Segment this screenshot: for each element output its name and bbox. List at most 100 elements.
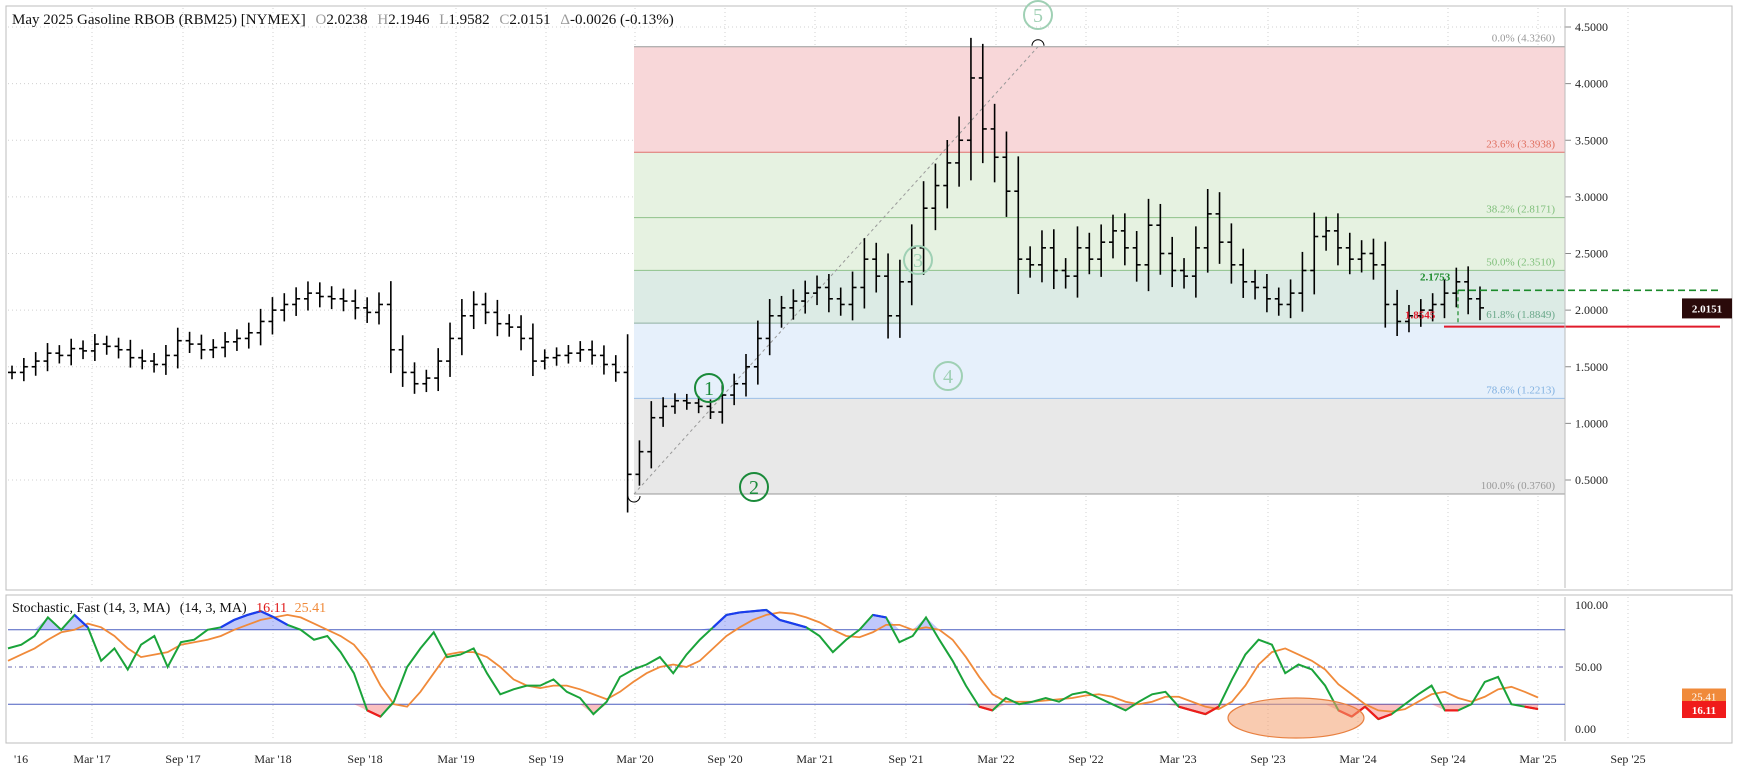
x-tick-label: Mar '24: [1339, 752, 1376, 766]
stochastic-extreme-segment: [872, 613, 887, 619]
ohlc-bar: [1203, 189, 1212, 273]
fib-zone: [634, 152, 1565, 218]
ohlc-bar: [292, 287, 301, 316]
change-value: -0.0026 (-0.13%): [570, 12, 674, 28]
ohlc-bar: [1476, 286, 1484, 321]
stochastic-extreme-segment: [726, 611, 740, 617]
wave-count-label: 4: [943, 366, 953, 388]
low-label: L: [439, 12, 448, 28]
slow-value-label: 25.41: [1692, 691, 1717, 703]
ohlc-bar: [848, 271, 857, 321]
ohlc-bar: [1026, 246, 1035, 278]
wave-count-circle: [739, 472, 769, 502]
ohlc-bar: [90, 334, 99, 361]
fib-level-label: 38.2% (2.8171): [1486, 204, 1555, 216]
ohlc-bar: [150, 353, 159, 373]
ohlc-bar: [1037, 230, 1046, 283]
y-tick-label: 3.0000: [1575, 190, 1608, 204]
slow-value-tag: [1682, 688, 1726, 705]
stochastic-extreme-segment: [765, 609, 781, 621]
stochastic-extreme-segment: [273, 616, 288, 626]
wave-count-circle: [694, 373, 724, 403]
stochastic-extreme-segment: [1204, 705, 1220, 716]
x-tick-label: '16: [14, 752, 28, 766]
ohlc-bar: [410, 362, 419, 394]
ohlc-bar: [55, 345, 64, 364]
stochastic-extreme-segment: [792, 622, 807, 629]
wave-count-label: 2: [749, 477, 759, 499]
ohlc-bar: [1310, 212, 1319, 295]
ohlc-bar: [161, 345, 170, 375]
ohlc-bar: [895, 259, 904, 338]
ohlc-bar: [1085, 232, 1094, 275]
x-tick-label: Mar '17: [73, 752, 110, 766]
price-axis: 4.5000 4.0000 3.5000 3.0000 2.5000 2.0000 1.50…: [1564, 8, 1608, 741]
ohlc-bar: [836, 287, 845, 316]
ohlc-bar: [434, 348, 443, 392]
ohlc-bar: [990, 103, 999, 183]
ohlc-bar: [102, 335, 111, 355]
ohlc-bar: [694, 396, 703, 414]
stochastic-tick-label: 50.00: [1575, 660, 1602, 674]
stochastic-plot: 100.00 50.00 0.00 25.41 16.11: [7, 598, 1726, 739]
ohlc-bar: [552, 347, 561, 366]
stochastic-extreme-segment: [779, 618, 794, 625]
symbol-title: May 2025 Gasoline RBOB (RBM25) [NYMEX]: [12, 12, 306, 28]
ohlc-bar: [564, 345, 573, 364]
fib-level-label: 78.6% (1.2213): [1486, 384, 1555, 396]
ohlc-bar: [588, 340, 597, 365]
ohlc-bar: [1191, 226, 1200, 298]
ohlc-bar: [789, 289, 798, 320]
ohlc-bar: [576, 341, 585, 362]
high-value: 2.1946: [388, 12, 430, 28]
stochastic-extreme-segment: [260, 610, 275, 619]
ohlc-bar: [753, 320, 762, 385]
y-tick-label: 0.5000: [1575, 473, 1608, 487]
ohlc-bar: [966, 37, 975, 181]
ohlc-bar: [19, 357, 28, 382]
stochastic-extreme-segment: [220, 618, 235, 629]
ohlc-bar: [528, 323, 537, 377]
ohlc-bar: [635, 440, 644, 486]
last-price-tag: [1682, 298, 1732, 319]
ohlc-bar: [1144, 198, 1153, 292]
ohlc-bar: [1369, 238, 1378, 280]
stochastic-extreme-segment: [712, 614, 728, 629]
stochastic-extreme-segment: [1524, 705, 1539, 711]
stochastic-extreme-segment: [247, 610, 262, 616]
ohlc-bar: [280, 293, 289, 322]
close-label: C: [499, 12, 509, 28]
stochastic-extreme-segment: [1364, 705, 1380, 720]
x-tick-label: Mar '18: [254, 752, 291, 766]
y-tick-label: 4.5000: [1575, 20, 1608, 34]
ohlc-bar: [955, 116, 964, 187]
ohlc-bar: [1168, 236, 1177, 288]
ohlc-bar: [540, 349, 549, 370]
open-value: 2.0238: [326, 12, 367, 28]
ohlc-bar: [327, 286, 336, 310]
ohlc-bar: [1286, 279, 1295, 319]
fast-value-label: 16.11: [1692, 705, 1716, 717]
fib-zone: [634, 217, 1565, 271]
ohlc-bar: [303, 281, 312, 311]
ohlc-bar: [173, 327, 182, 369]
ohlc-bar: [232, 329, 241, 351]
ohlc-bar: [1333, 213, 1342, 266]
stochastic-extreme-segment: [978, 705, 993, 712]
ohlc-bar: [457, 299, 466, 356]
ohlc-bar: [599, 345, 608, 375]
ohlc-bar: [469, 291, 478, 330]
stochastic-extreme-segment: [73, 614, 89, 629]
ohlc-bar: [623, 334, 632, 513]
ohlc-bars: [8, 37, 1484, 513]
x-tick-label: Sep '24: [1430, 752, 1465, 766]
ohlc-bar: [517, 315, 526, 351]
ohlc-bar: [398, 335, 407, 387]
ohlc-bar: [1156, 203, 1165, 275]
ohlc-bar: [67, 338, 76, 366]
stochastic-title: Stochastic, Fast (14, 3, MA): [12, 601, 171, 616]
wave-count-label: 3: [913, 250, 923, 272]
x-tick-label: Mar '22: [977, 752, 1014, 766]
ohlc-bar: [1109, 214, 1117, 259]
